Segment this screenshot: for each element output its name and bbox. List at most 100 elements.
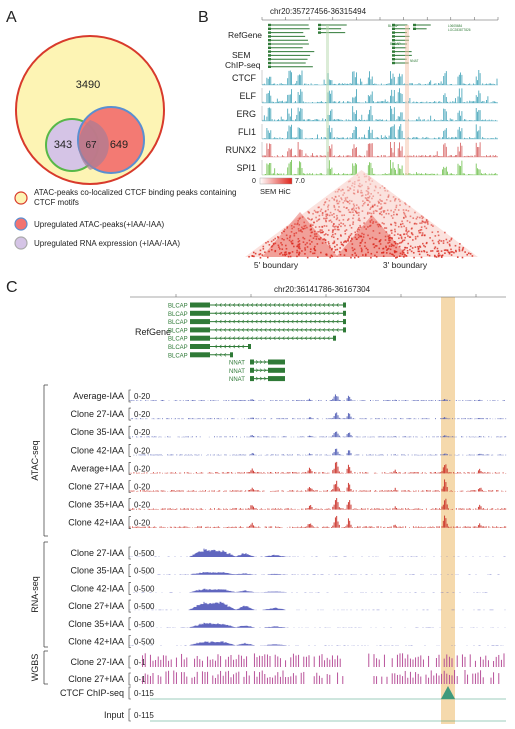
gene-exon: [190, 335, 210, 341]
hic-pixel: [280, 242, 282, 244]
hic-pixel: [348, 235, 350, 238]
hic-pixel: [292, 242, 294, 245]
hic-pixel: [397, 209, 400, 211]
hic-pixel: [357, 189, 359, 192]
hic-pixel: [394, 208, 397, 211]
hic-pixel: [367, 211, 369, 214]
hic-pixel: [303, 237, 306, 240]
hic-pixel: [352, 221, 355, 223]
strand-arrow: [232, 311, 236, 316]
gene-exon: [392, 27, 395, 30]
strand-arrow: [322, 328, 326, 332]
hic-pixel: [311, 231, 313, 234]
hic-pixel: [390, 214, 393, 217]
hic-pixel: [342, 218, 345, 221]
strand-arrow: [259, 311, 263, 316]
hic-pixel: [353, 189, 355, 191]
hic-pixel: [364, 254, 367, 257]
hic-pixel: [344, 232, 347, 235]
hic-pixel: [458, 246, 461, 249]
hic-pixel: [369, 208, 371, 210]
hic-pixel: [390, 209, 392, 212]
hic-pixel: [359, 219, 361, 222]
hic-pixel: [324, 201, 327, 203]
hic-pixel: [293, 232, 296, 235]
gene-label: BLCAP: [168, 337, 188, 343]
hic-pixel: [346, 186, 349, 188]
hic-pixel: [359, 226, 362, 229]
hic-pixel: [279, 253, 281, 255]
hic-pixel: [428, 254, 431, 257]
strand-arrow: [273, 319, 276, 324]
hic-pixel: [297, 238, 300, 240]
gene-exon: [333, 335, 336, 341]
hic-pixel: [392, 213, 395, 216]
hic-pixel: [431, 231, 434, 234]
gene-exon: [392, 39, 395, 42]
hic-pixel: [380, 251, 383, 254]
strand-arrow: [327, 319, 330, 324]
hic-pixel: [355, 211, 357, 213]
hic-pixel: [347, 240, 349, 242]
hic-pixel: [345, 241, 347, 243]
hic-pixel: [353, 181, 356, 183]
hic-pixel: [324, 239, 326, 241]
hic-pixel: [398, 242, 401, 244]
hic-pixel: [368, 195, 371, 198]
hic-pixel: [336, 190, 339, 193]
track-bracket: [128, 407, 131, 421]
hic-pixel: [403, 211, 405, 214]
hic-pixel: [441, 254, 444, 257]
hic-pixel: [413, 223, 416, 225]
strand-arrow: [300, 311, 303, 316]
hic-pixel: [379, 213, 381, 215]
gene-exon: [268, 27, 271, 30]
hic-pixel: [340, 197, 342, 199]
hic-pixel: [437, 231, 439, 233]
strand-arrow: [277, 303, 281, 307]
strand-arrow: [246, 311, 249, 316]
hic-pixel: [348, 211, 351, 213]
hic-pixel: [361, 232, 363, 235]
track-label: Clone 27+IAA: [68, 482, 124, 492]
hic-pixel: [385, 252, 388, 254]
hic-pixel: [419, 229, 422, 231]
hic-pixel: [411, 227, 413, 230]
venn-purple-count: 343: [54, 139, 72, 151]
hic-pixel: [335, 200, 338, 203]
hic-pixel: [389, 239, 391, 242]
hic-pixel: [278, 248, 281, 250]
strand-arrow: [255, 376, 259, 381]
hic-pixel: [354, 210, 357, 212]
strand-arrow: [255, 319, 258, 324]
hic-pixel: [333, 204, 335, 207]
strand-arrow: [241, 344, 245, 349]
strand-arrow: [322, 311, 326, 316]
strand-arrow: [237, 336, 240, 341]
hic-pixel: [312, 252, 314, 255]
hic-pixel: [325, 253, 327, 256]
hic-pixel: [374, 203, 376, 206]
hic-pixel: [405, 216, 407, 218]
hic-pixel: [378, 202, 380, 204]
hic-pixel: [341, 214, 343, 217]
hic-pixel: [348, 199, 351, 202]
strand-arrow: [331, 311, 335, 316]
strand-arrow: [250, 319, 254, 324]
hic-pixel: [368, 178, 370, 180]
hic-pixel: [372, 212, 375, 215]
hic-pixel: [309, 248, 312, 250]
hic-pixel: [385, 245, 387, 248]
hic-pixel: [371, 205, 374, 208]
hic-pixel: [367, 203, 370, 206]
hic-pixel: [296, 251, 298, 254]
strand-arrow: [255, 328, 258, 332]
hic-pixel: [383, 187, 386, 189]
hic-pixel: [315, 238, 318, 240]
gene-label: NNAT: [410, 59, 418, 63]
hic-pixel: [353, 192, 356, 195]
gene-label: BLCAP: [168, 320, 188, 326]
hic-pixel: [388, 237, 390, 239]
hic-pixel: [314, 235, 316, 238]
strand-arrow: [268, 328, 272, 332]
